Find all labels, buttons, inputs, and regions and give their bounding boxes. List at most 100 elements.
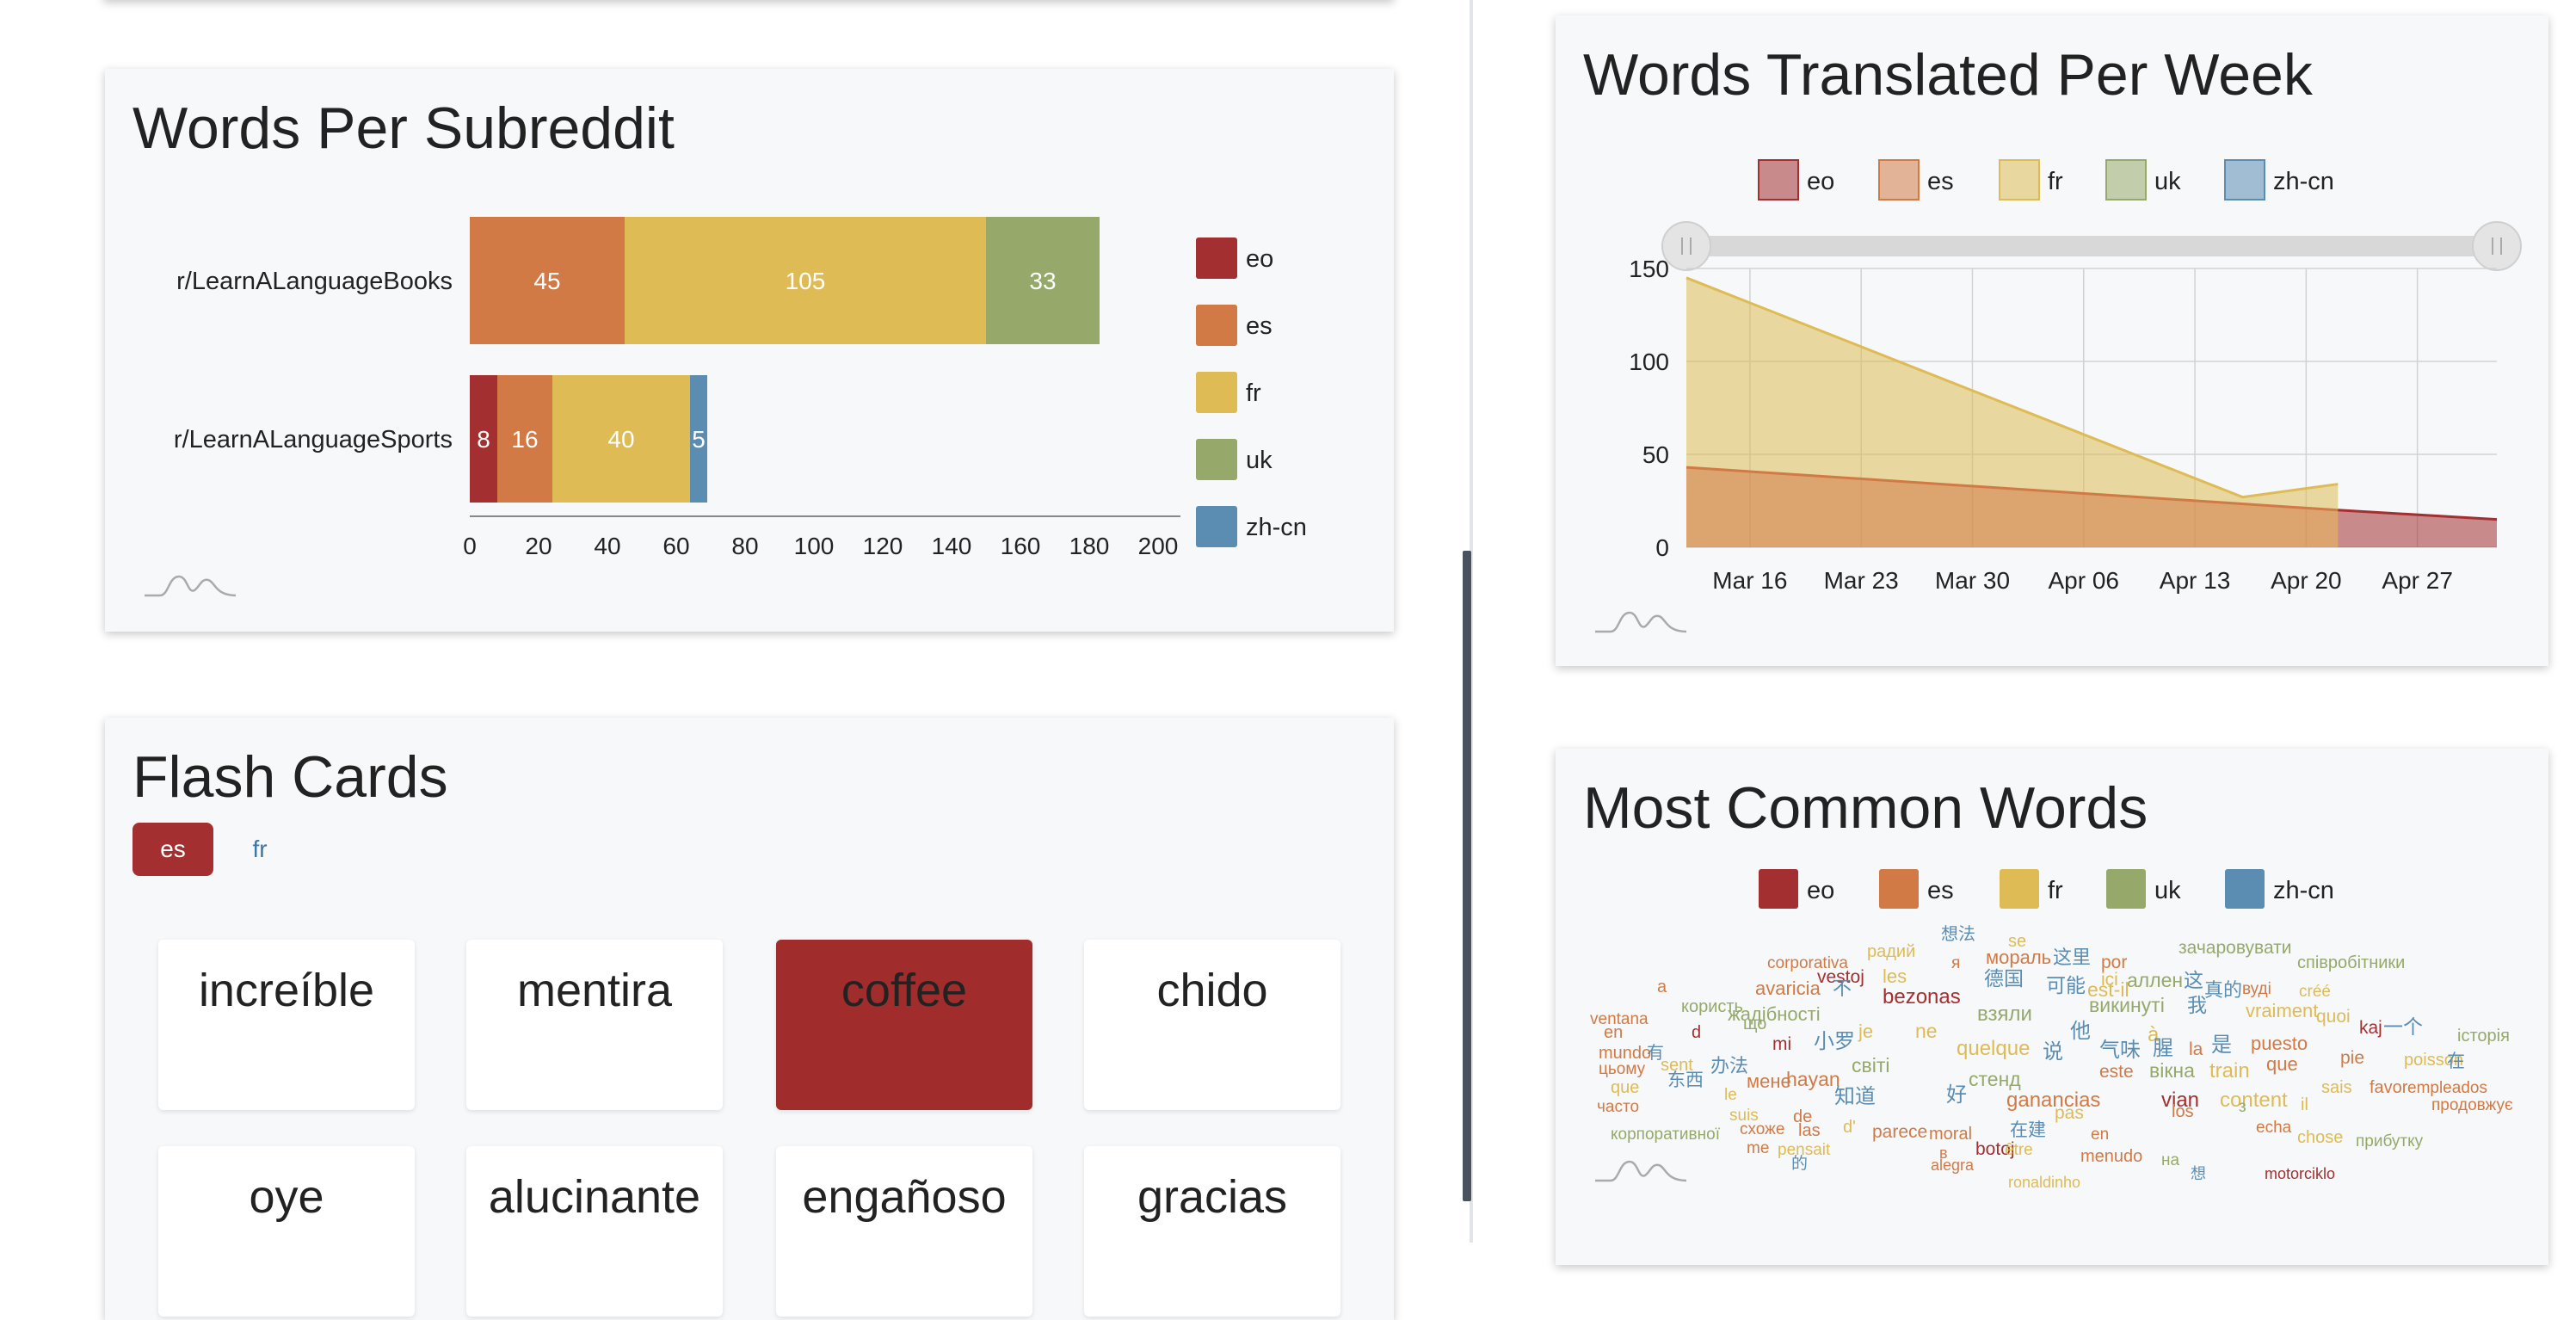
cloud-word: взяли	[1977, 1002, 2032, 1026]
x-tick-label: 140	[932, 533, 972, 559]
legend-swatch-es	[1879, 869, 1919, 909]
bar-segment-uk	[986, 217, 1100, 344]
data-label: 33	[1029, 268, 1056, 294]
flash-card[interactable]: oye	[158, 1146, 415, 1317]
cloud-word: ganancias	[2006, 1089, 2100, 1112]
cloud-word: que	[1611, 1078, 1639, 1097]
cloud-word: ne	[1915, 1020, 1938, 1042]
cloud-word: мене	[1747, 1070, 1791, 1092]
x-tick-label: 20	[525, 533, 552, 559]
cloud-word: схоже	[1740, 1120, 1784, 1138]
cloud-word: alegra	[1931, 1157, 1975, 1174]
cloud-word: en	[2091, 1126, 2109, 1144]
words-per-week-card: Words Translated Per Week eo es fr uk zh-cn 0…	[1556, 15, 2548, 666]
cloud-word: a	[1657, 978, 1667, 996]
bar-segment-fr	[552, 375, 690, 503]
cloud-word: je	[1858, 1021, 1873, 1042]
cloud-word: pas	[2055, 1103, 2084, 1123]
category-label: r/LearnALanguageBooks	[176, 268, 453, 295]
x-tick-label: 100	[794, 533, 835, 559]
bar-segment-zh-cn	[690, 375, 707, 503]
cloud-word: vraiment	[2246, 1000, 2318, 1021]
cloud-word: прибутку	[2356, 1132, 2424, 1150]
legend-label: zh-cn	[1246, 514, 1307, 541]
cloud-word: що	[1743, 1015, 1766, 1033]
flash-card[interactable]: mentira	[466, 940, 723, 1110]
legend-label: uk	[2154, 877, 2181, 904]
chart-logo-icon	[1595, 1160, 1687, 1182]
x-tick-label: 120	[863, 533, 903, 559]
cloud-word: pie	[2340, 1048, 2364, 1068]
data-label: 45	[533, 268, 560, 294]
legend-label: es	[1927, 877, 1954, 904]
legend-label: es	[1927, 168, 1954, 195]
data-label: 8	[477, 426, 490, 453]
card-title: Words Translated Per Week	[1583, 42, 2313, 108]
flash-cards-card: Flash Cards es fr increíble mentira coffee…	[105, 718, 1394, 1320]
chart-logo-icon	[145, 575, 237, 597]
cloud-word: echa	[2256, 1119, 2292, 1137]
cloud-word: los	[2172, 1102, 2194, 1121]
cloud-word: на	[2161, 1151, 2179, 1169]
cloud-word: я	[1951, 954, 1960, 972]
x-tick-label: 0	[463, 533, 477, 559]
tab-fr[interactable]: fr	[252, 836, 268, 862]
cloud-word: hayan	[1786, 1068, 1840, 1090]
cloud-word: часто	[1597, 1098, 1639, 1116]
flash-card[interactable]: alucinante	[466, 1146, 723, 1317]
cloud-word: вікна	[2149, 1059, 2195, 1082]
area-eo	[2338, 509, 2497, 547]
y-tick-label: 100	[1629, 349, 1669, 375]
category-label: r/LearnALanguageSports	[174, 426, 453, 453]
cloud-word: bezonas	[1883, 985, 1961, 1009]
tab-es[interactable]: es	[132, 823, 213, 876]
cloud-word: mi	[1772, 1034, 1791, 1054]
flash-card[interactable]: engañoso	[776, 1146, 1032, 1317]
cloud-word: 是	[2211, 1033, 2232, 1057]
words-per-subreddit-card: Words Per Subreddit r/LearnALanguageBook…	[105, 69, 1394, 632]
cloud-word: vian	[2161, 1089, 2199, 1112]
legend-swatch-eo	[1759, 869, 1798, 909]
cloud-word: este	[2099, 1062, 2134, 1082]
cloud-word: 想法	[1941, 924, 1975, 944]
legend-swatch-uk	[2106, 869, 2146, 909]
x-tick-label: 80	[731, 533, 758, 559]
cloud-word: créé	[2299, 983, 2331, 1001]
card-title: Words Per Subreddit	[132, 96, 675, 161]
left-panel-scrollbar[interactable]	[1463, 551, 1471, 1201]
cloud-word: en	[1604, 1023, 1623, 1042]
cloud-word: 小罗	[1814, 1030, 1855, 1053]
cloud-word: продовжує	[2431, 1096, 2513, 1114]
cloud-word: історія	[2457, 1027, 2510, 1046]
x-tick-label: 200	[1138, 533, 1179, 559]
cloud-word: 在建	[2010, 1120, 2046, 1140]
cloud-word: 腥	[2153, 1037, 2173, 1060]
cloud-word: me	[1747, 1139, 1769, 1157]
flash-card[interactable]: coffee	[776, 940, 1032, 1110]
cloud-word: por	[2101, 953, 2127, 972]
x-tick-label: Mar 16	[1712, 567, 1787, 594]
cloud-word: співробітники	[2297, 953, 2405, 972]
cloud-word: quoi	[2316, 1007, 2351, 1027]
cloud-word: se	[2008, 932, 2026, 951]
cloud-word: parece	[1872, 1122, 1927, 1142]
flash-card[interactable]: chido	[1084, 940, 1340, 1110]
flash-card[interactable]: increíble	[158, 940, 415, 1110]
bar-segment-es	[497, 375, 552, 503]
cloud-word: жадібності	[1728, 1003, 1821, 1025]
legend-swatch-zh-cn	[1196, 506, 1237, 547]
cloud-word: стенд	[1969, 1068, 2021, 1090]
word-cloud: eo es fr uk zh-cn 想法 радий se зачаровувати corpor…	[1590, 869, 2513, 1191]
line-eo	[2338, 509, 2498, 521]
cloud-word: зачаровувати	[2179, 938, 2292, 958]
x-tick-label: Apr 06	[2049, 567, 2120, 594]
flash-card[interactable]: gracias	[1084, 1146, 1340, 1317]
cloud-word: аллен	[2127, 969, 2183, 991]
cloud-word: 东西	[1667, 1070, 1704, 1090]
cloud-word: 好	[1946, 1083, 1967, 1107]
cloud-word: 有	[1647, 1043, 1664, 1063]
legend-label: uk	[1246, 447, 1273, 474]
cloud-word: в	[1939, 1144, 1948, 1162]
legend-swatch-es	[1196, 305, 1237, 346]
legend-label: fr	[2048, 877, 2063, 904]
